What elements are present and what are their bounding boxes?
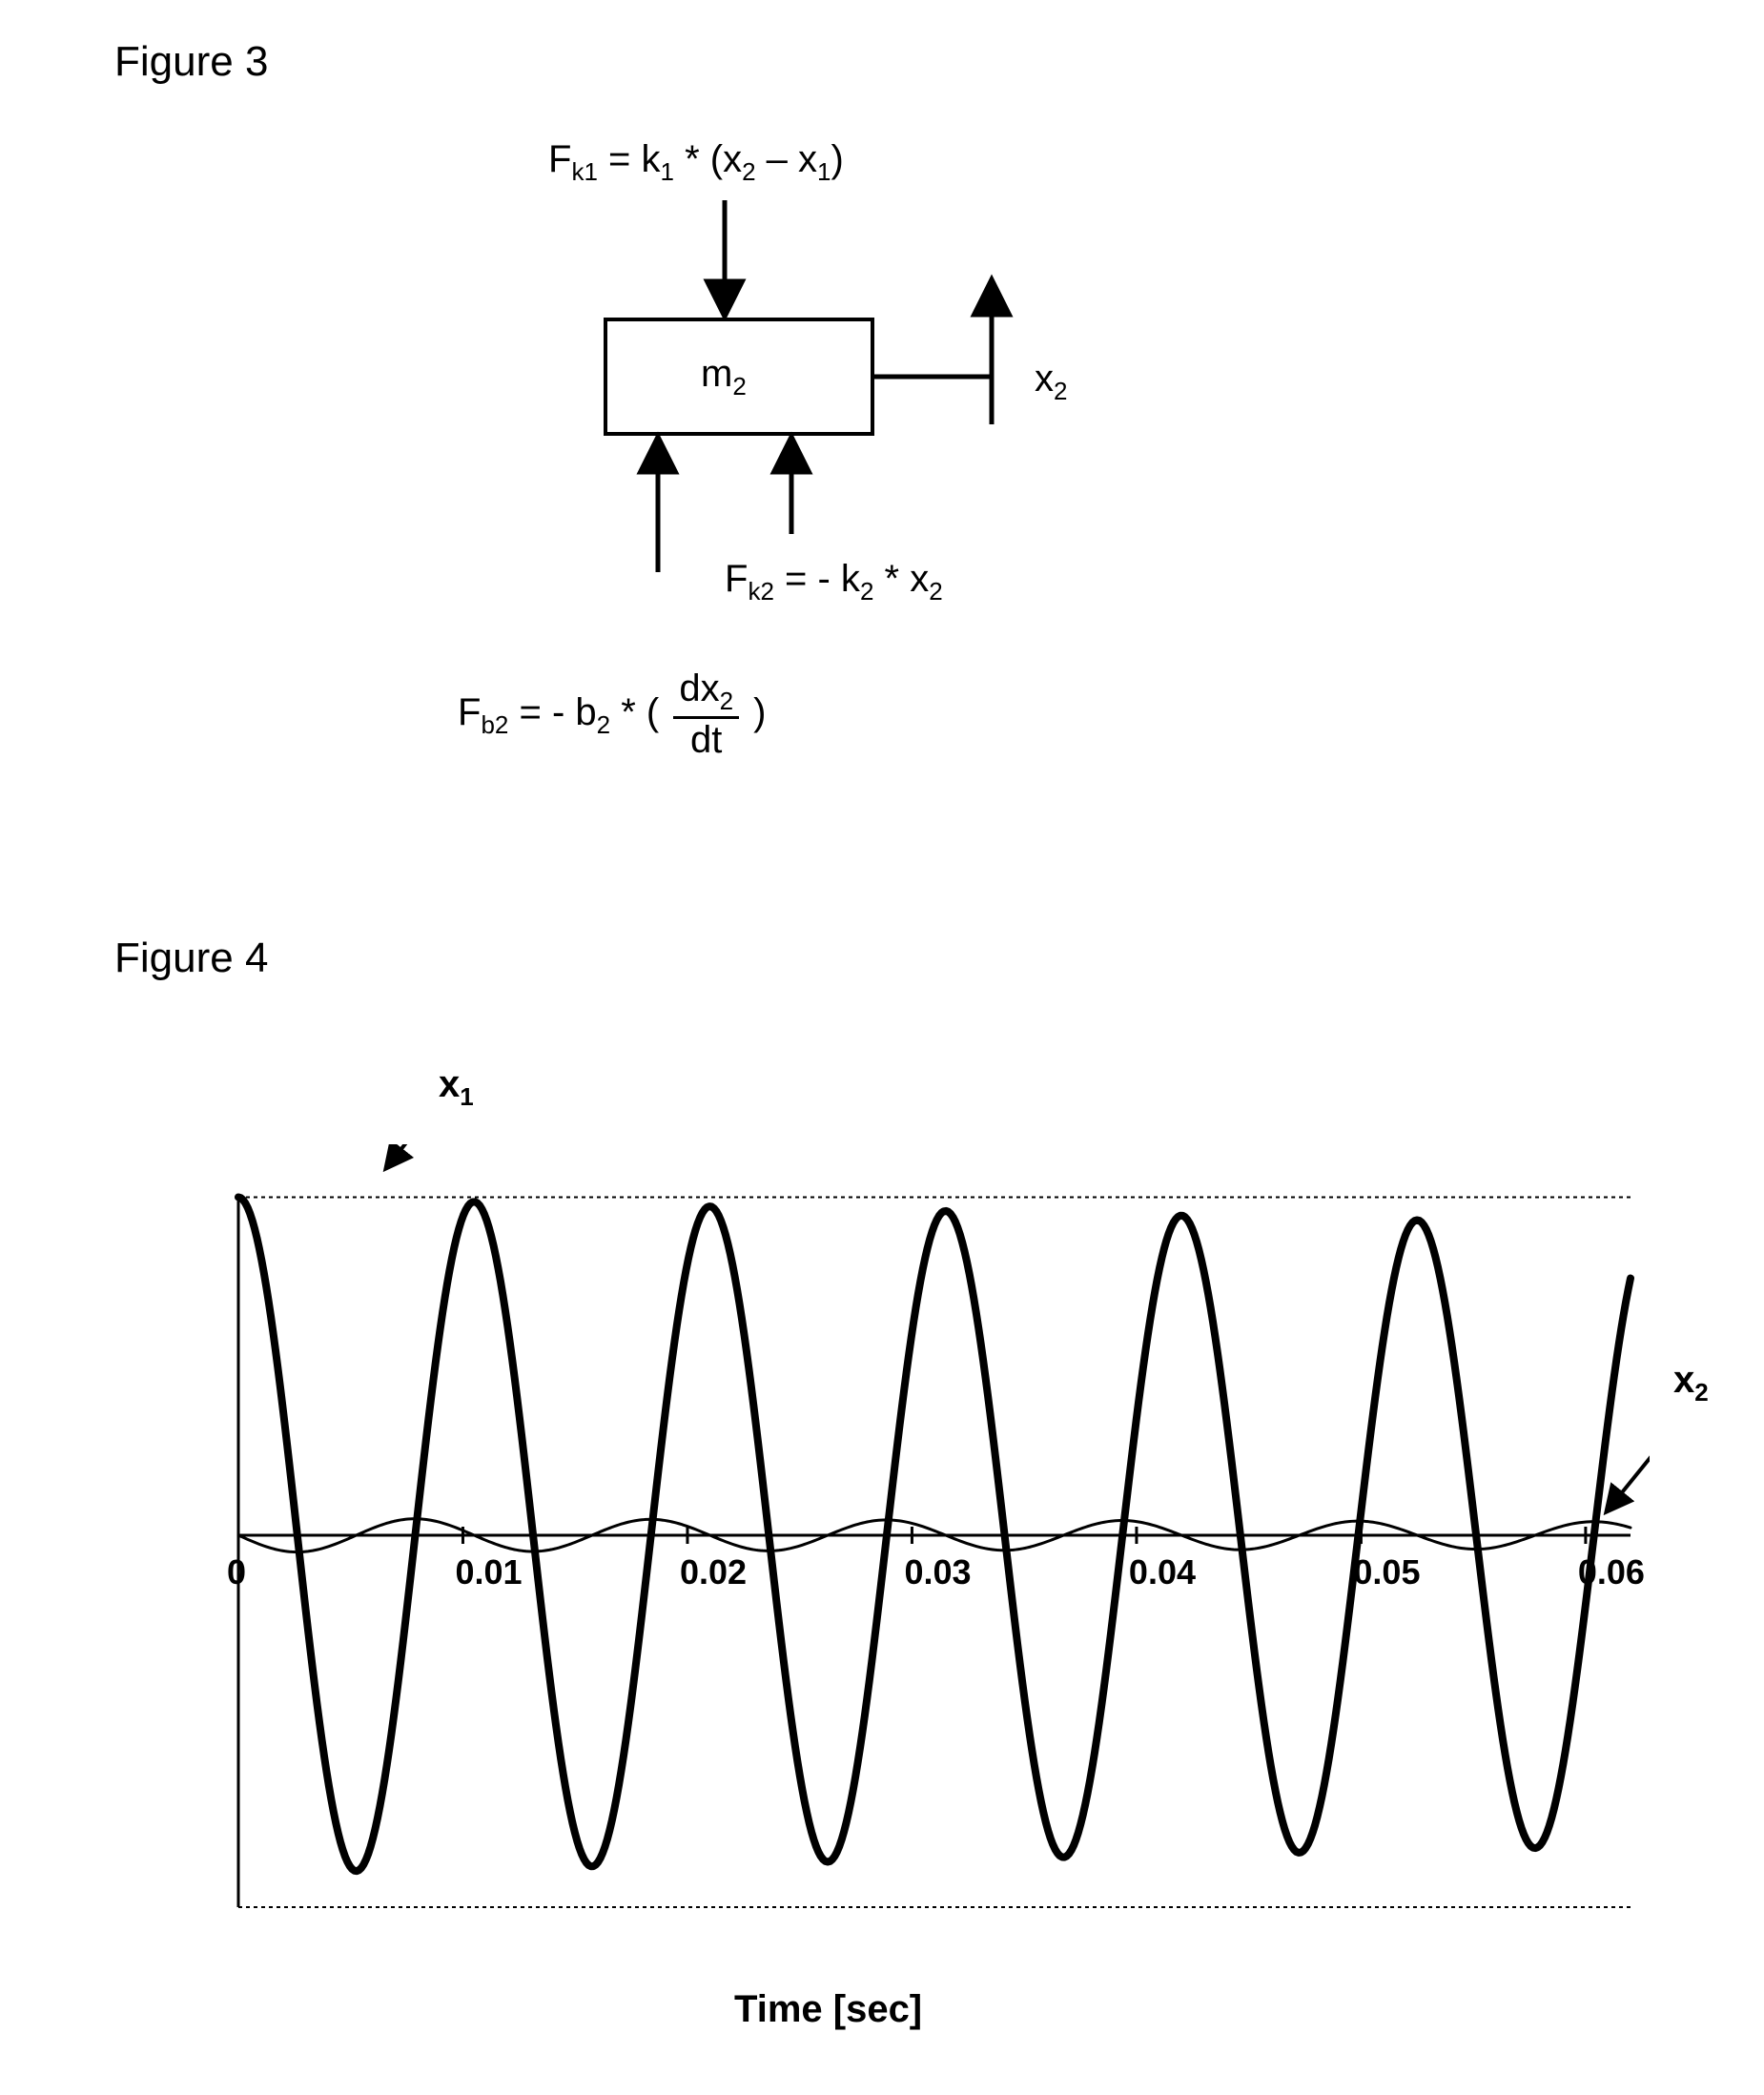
page: Figure 3 Fk1 = k1 * (x2 – x1) m2 x2 Fk2 … — [0, 0, 1764, 2095]
eq-fk1-Fsub: k1 — [571, 157, 597, 186]
xtick-label: 0.01 — [455, 1552, 522, 1592]
eq-fk1-x1sub: 1 — [817, 157, 831, 186]
eq-fb2-frac: dx2 dt — [673, 668, 739, 762]
series-x2-x: x — [1673, 1359, 1694, 1401]
eq-fk1-mid: * (x — [674, 138, 742, 180]
figure3-label: Figure 3 — [114, 38, 268, 86]
series-x1-label: x1 — [439, 1063, 474, 1112]
eq-fk1: Fk1 = k1 * (x2 – x1) — [548, 138, 844, 187]
xtick-label: 0.04 — [1129, 1552, 1196, 1592]
xtick-label: 0 — [227, 1552, 246, 1592]
eq-fk1-x2sub: 2 — [742, 157, 755, 186]
chart-xlabel: Time [sec] — [734, 1988, 922, 2031]
eq-fk2-eq: = - k — [774, 558, 860, 600]
eq-fb2-num: dx — [679, 668, 719, 709]
eq-fb2-mid: * ( — [610, 691, 669, 733]
eq-fb2-Fsub: b2 — [481, 710, 508, 739]
eq-fk1-F: F — [548, 138, 571, 180]
eq-fk2-mid: * x — [873, 558, 929, 600]
eq-fk1-close: ) — [831, 138, 844, 180]
eq-fk1-eq: = k — [598, 138, 661, 180]
figure4-label: Figure 4 — [114, 935, 268, 982]
eq-fb2-eq: = - b — [508, 691, 596, 733]
xtick-label: 0.03 — [904, 1552, 971, 1592]
series-x2-sub: 2 — [1694, 1378, 1708, 1407]
eq-fk1-ksub: 1 — [661, 157, 674, 186]
xtick-label: 0.06 — [1578, 1552, 1645, 1592]
figure4-chart: x1 x2 00.010.020.030.040.050.06 — [219, 1144, 1650, 1926]
eq-fk2-Fsub: k2 — [748, 577, 773, 606]
eq-fk2: Fk2 = - k2 * x2 — [725, 558, 943, 606]
series-x1-x: x — [439, 1063, 460, 1105]
series-x1-sub: 1 — [460, 1082, 473, 1111]
eq-fb2-F: F — [458, 691, 481, 733]
mass-label: m2 — [701, 353, 747, 401]
figure3-diagram — [381, 191, 1240, 687]
xtick-label: 0.02 — [680, 1552, 747, 1592]
xtick-label: 0.05 — [1353, 1552, 1420, 1592]
eq-fb2: Fb2 = - b2 * ( dx2dt ) — [458, 668, 766, 762]
eq-fb2-numsub: 2 — [720, 687, 733, 715]
x2-x: x — [1035, 358, 1054, 400]
eq-fb2-close: ) — [743, 691, 766, 733]
x2-sub: 2 — [1054, 377, 1067, 405]
mass-m: m — [701, 353, 732, 395]
eq-fk2-F: F — [725, 558, 748, 600]
eq-fk2-xsub: 2 — [929, 577, 942, 606]
chart-svg — [219, 1144, 1650, 1926]
eq-fb2-den: dt — [673, 719, 739, 762]
mass-sub: 2 — [732, 372, 746, 401]
x2-axis-label: x2 — [1035, 358, 1067, 406]
eq-fk1-minus: – x — [756, 138, 817, 180]
series-x2-label: x2 — [1673, 1359, 1709, 1407]
eq-fk2-ksub: 2 — [860, 577, 873, 606]
eq-fb2-bsub: 2 — [597, 710, 610, 739]
